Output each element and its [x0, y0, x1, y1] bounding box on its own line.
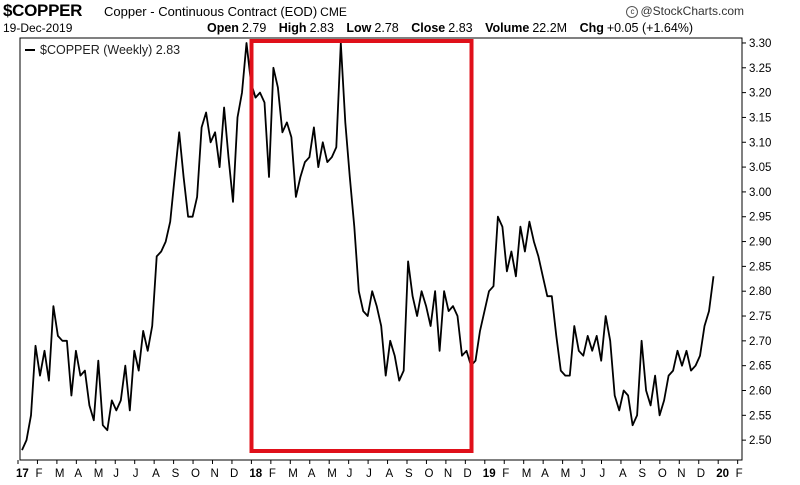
- x-tick-label: 20: [716, 468, 729, 480]
- y-tick-label: 2.70: [749, 336, 771, 348]
- x-tick-label: A: [308, 468, 316, 480]
- symbol-title: $COPPER: [3, 1, 83, 20]
- x-tick-label: J: [133, 468, 139, 480]
- x-tick-label: J: [366, 468, 372, 480]
- y-tick-label: 2.50: [749, 435, 771, 447]
- plot-frame: [19, 37, 743, 461]
- x-tick-label: S: [172, 468, 180, 480]
- series-layer: [21, 42, 715, 451]
- as-of-date: 19-Dec-2019: [3, 21, 73, 35]
- y-tick-label: 2.80: [749, 286, 771, 298]
- x-tick-label: A: [74, 468, 82, 480]
- x-tick-label: A: [619, 468, 627, 480]
- x-tick-label: O: [191, 468, 200, 480]
- x-axis: 17 F M A M J J A S O N D 18 F M A M J J A S O N D 19 F M A M J J A S O N D 2…: [16, 460, 743, 480]
- x-tick-label: D: [463, 468, 471, 480]
- stat-value: 2.78: [374, 21, 399, 35]
- x-tick-label: F: [736, 468, 743, 480]
- exchange-label: CME: [320, 5, 347, 19]
- y-tick-label: 3.05: [749, 162, 771, 174]
- x-tick-label: A: [152, 468, 160, 480]
- y-tick-label: 3.10: [749, 137, 771, 149]
- stat-label: High: [278, 21, 307, 35]
- x-tick-label: M: [55, 468, 65, 480]
- x-tick-label: A: [541, 468, 549, 480]
- x-tick-label: M: [327, 468, 337, 480]
- stat-label: Volume: [485, 21, 530, 35]
- y-tick-label: 2.75: [749, 311, 771, 323]
- x-tick-label: S: [638, 468, 646, 480]
- brand-text: @StockCharts.com: [640, 4, 744, 18]
- legend: $COPPER (Weekly) 2.83: [25, 43, 180, 57]
- x-tick-label: N: [444, 468, 452, 480]
- x-tick-label: O: [658, 468, 667, 480]
- stat-label: Close: [411, 21, 446, 35]
- y-tick-label: 2.90: [749, 237, 771, 249]
- x-tick-label: J: [600, 468, 606, 480]
- x-tick-label: M: [288, 468, 298, 480]
- x-tick-label: J: [580, 468, 586, 480]
- stat-label: Low: [346, 21, 372, 35]
- y-tick-label: 3.25: [749, 63, 771, 75]
- y-tick-label: 3.00: [749, 187, 771, 199]
- x-tick-label: 19: [483, 468, 496, 480]
- y-tick-label: 3.20: [749, 88, 771, 100]
- y-tick-label: 2.95: [749, 212, 771, 224]
- x-tick-label: O: [424, 468, 433, 480]
- x-tick-label: J: [113, 468, 119, 480]
- stat-value: +0.05 (+1.64%): [606, 21, 694, 35]
- stat-value: 2.83: [448, 21, 473, 35]
- y-tick-label: 2.65: [749, 361, 771, 373]
- y-axis: 2.50 2.55 2.60 2.65 2.70 2.75 2.80 2.85 2.90 2.95…: [742, 38, 771, 447]
- stockcharts-brand: c @StockCharts.com: [626, 4, 744, 18]
- highlight-layer: [249, 39, 474, 453]
- description-text: Copper - Continuous Contract (EOD): [104, 4, 318, 19]
- y-tick-label: 2.55: [749, 410, 771, 422]
- y-tick-label: 3.15: [749, 112, 771, 124]
- y-tick-label: 2.85: [749, 261, 771, 273]
- y-tick-label: 3.30: [749, 38, 771, 50]
- highlight-box: [249, 39, 474, 453]
- plot-border: [19, 37, 743, 461]
- chart-header: $COPPER Copper - Continuous Contract (EO…: [0, 0, 800, 36]
- x-tick-label: A: [386, 468, 394, 480]
- stat-label: Chg: [579, 21, 604, 35]
- x-tick-label: M: [561, 468, 571, 480]
- x-tick-label: D: [697, 468, 705, 480]
- x-tick-label: N: [211, 468, 219, 480]
- stat-label: Open: [207, 21, 239, 35]
- x-tick-label: M: [94, 468, 104, 480]
- legend-label: $COPPER (Weekly) 2.83: [40, 43, 180, 57]
- x-tick-label: J: [347, 468, 353, 480]
- x-tick-label: D: [230, 468, 238, 480]
- x-tick-label: F: [35, 468, 42, 480]
- ohlc-stats: Open 2.79 High 2.83 Low 2.78 Close 2.83 Volu…: [207, 21, 702, 35]
- y-tick-label: 2.60: [749, 385, 771, 397]
- stat-value: 2.83: [309, 21, 334, 35]
- x-tick-label: F: [502, 468, 509, 480]
- x-tick-label: F: [269, 468, 276, 480]
- stat-value: 22.2M: [532, 21, 568, 35]
- contract-description: Copper - Continuous Contract (EOD) CME: [104, 4, 347, 19]
- x-tick-label: N: [677, 468, 685, 480]
- x-tick-label: M: [522, 468, 532, 480]
- copper-price-line: [21, 42, 715, 451]
- x-tick-label: 17: [16, 468, 29, 480]
- stat-value: 2.79: [241, 21, 267, 35]
- copyright-icon: c: [626, 6, 639, 18]
- x-tick-label: 18: [249, 468, 262, 480]
- x-tick-label: S: [405, 468, 413, 480]
